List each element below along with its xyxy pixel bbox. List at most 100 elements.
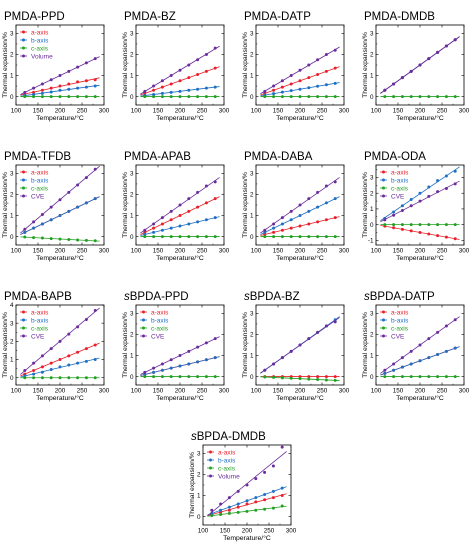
x-axis-label: Temperature/°C — [156, 254, 204, 262]
data-point-c — [272, 95, 276, 99]
data-point-v — [316, 330, 320, 334]
chart-title-rest: BPDA-DMDB — [197, 431, 266, 443]
y-tick-label: 3 — [10, 31, 14, 38]
data-point-c — [436, 223, 440, 227]
data-point-b — [169, 90, 173, 94]
data-point-b — [178, 364, 182, 368]
data-point-b — [400, 365, 404, 369]
data-point-b — [254, 496, 258, 500]
legend-label: Volume — [31, 53, 53, 60]
data-point-a — [169, 218, 173, 222]
x-tick-label: 300 — [219, 248, 230, 255]
chart-title: PMDA-APAB — [124, 151, 191, 163]
data-point-b — [427, 356, 431, 360]
legend-swatch-marker — [22, 310, 25, 314]
chart-panel: PMDA-ODA 100 150 200 250 300 -1 0 1 2 3 Temperature… — [362, 151, 470, 262]
legend-label: a-axis — [391, 169, 409, 176]
data-point-v — [49, 347, 53, 351]
y-tick-label: 2 — [370, 52, 374, 59]
chart-panel: PMDA-APAB 100 150 200 250 300 0 1 2 3 Temperature/… — [122, 151, 230, 262]
data-point-c — [32, 236, 36, 240]
y-tick-label: 1 — [250, 73, 254, 80]
data-point-v — [143, 89, 147, 93]
data-point-c — [436, 375, 440, 379]
data-point-c — [93, 95, 97, 99]
legend-swatch-marker — [22, 46, 25, 50]
data-point-b — [143, 372, 147, 376]
y-tick-label: 0 — [130, 94, 134, 101]
legend-swatch-marker — [382, 170, 385, 174]
data-point-a — [298, 375, 302, 379]
data-point-a — [271, 496, 275, 500]
x-axis-label: Temperature/°C — [396, 254, 444, 262]
legend-label: c-axis — [31, 185, 49, 192]
x-axis-label: Temperature/°C — [156, 394, 204, 402]
data-point-v — [427, 194, 431, 198]
data-point-a — [169, 82, 173, 86]
data-point-c — [263, 235, 267, 239]
data-point-b — [272, 92, 276, 96]
y-axis-label: Thermal expansion/% — [242, 312, 249, 378]
y-tick-label: 1 — [130, 213, 134, 220]
data-point-b — [160, 368, 164, 372]
data-point-c — [58, 95, 62, 99]
data-point-v — [23, 368, 27, 372]
data-point-c — [204, 235, 208, 239]
data-point-b — [40, 222, 44, 226]
data-point-a — [400, 227, 404, 231]
data-point-c — [196, 375, 200, 379]
data-point-a — [32, 90, 36, 94]
data-point-a — [316, 72, 320, 76]
data-point-b — [187, 88, 191, 92]
y-tick-label: 3 — [197, 451, 201, 458]
data-point-c — [23, 95, 27, 99]
x-tick-label: 200 — [415, 248, 426, 255]
data-point-c — [196, 95, 200, 99]
data-point-v — [418, 63, 422, 67]
data-point-a — [84, 79, 88, 83]
data-point-v — [392, 213, 396, 217]
legend-label: CVE — [31, 333, 45, 340]
data-point-a — [324, 69, 328, 73]
data-point-a — [263, 498, 267, 502]
data-point-b — [263, 492, 267, 496]
x-tick-label: 250 — [197, 248, 208, 255]
chart-panel: PMDA-TFDB 100 150 200 250 300 0 1 2 3 Temperature/… — [2, 151, 110, 262]
data-point-v — [84, 61, 88, 65]
y-tick-label: 2 — [197, 472, 201, 479]
data-point-b — [444, 174, 448, 178]
legend-label: b-axis — [391, 177, 409, 184]
data-point-v — [67, 332, 71, 336]
data-point-a — [316, 375, 320, 379]
x-tick-label: 150 — [273, 388, 284, 395]
data-point-c — [392, 95, 396, 99]
data-point-c — [263, 375, 267, 379]
data-point-b — [236, 502, 240, 506]
y-tick-label: 3 — [130, 31, 134, 38]
data-point-v — [204, 184, 208, 188]
data-point-v — [324, 52, 328, 56]
data-point-c — [169, 95, 173, 99]
data-point-b — [169, 366, 173, 370]
data-point-c — [324, 378, 328, 382]
data-point-a — [93, 343, 97, 347]
data-point-a — [263, 232, 267, 236]
data-point-b — [392, 368, 396, 372]
data-point-c — [67, 376, 71, 380]
legend-label: a-axis — [31, 29, 49, 36]
x-tick-label: 200 — [175, 248, 186, 255]
data-point-b — [160, 228, 164, 232]
y-axis-label: Thermal expansion/% — [362, 32, 369, 98]
data-point-c — [67, 95, 71, 99]
y-tick-label: 1 — [250, 213, 254, 220]
x-tick-label: 150 — [33, 248, 44, 255]
legend-label: b-axis — [31, 317, 49, 324]
data-point-c — [93, 376, 97, 380]
chart-panel: PMDA-DATP 100 150 200 250 300 0 1 2 3 Temperature/… — [242, 11, 350, 122]
data-point-c — [67, 238, 71, 242]
data-point-c — [418, 375, 422, 379]
data-point-a — [204, 201, 208, 205]
data-point-v — [152, 366, 156, 370]
x-tick-label: 250 — [77, 108, 88, 115]
legend-swatch-marker — [22, 178, 25, 182]
